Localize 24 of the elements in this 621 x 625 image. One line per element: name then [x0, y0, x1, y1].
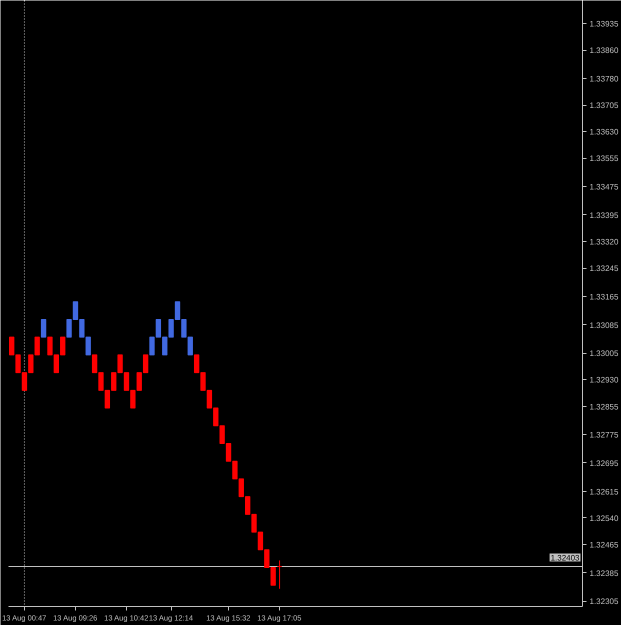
y-tick-label: 1.33475	[590, 182, 619, 192]
y-tick-label: 1.32305	[590, 597, 619, 606]
y-tick-label: 1.32385	[590, 568, 619, 578]
y-tick-label: 1.33630	[590, 128, 619, 137]
y-tick-label: 1.32465	[590, 540, 619, 550]
y-tick-label: 1.32695	[590, 458, 619, 468]
y-tick-label: 1.32540	[590, 514, 619, 523]
ref-line-label: 1.32403	[550, 553, 580, 562]
y-tick-label: 1.33705	[590, 101, 619, 110]
y-tick-label: 1.32930	[590, 376, 619, 385]
y-tick-label: 1.33395	[590, 210, 619, 220]
y-tick-label: 1.33780	[590, 74, 619, 84]
y-tick-label: 1.33935	[590, 20, 619, 29]
y-tick-label: 1.33165	[590, 292, 619, 302]
y-tick-label: 1.33320	[590, 237, 619, 246]
y-tick-label: 1.33245	[590, 264, 619, 274]
y-tick-label: 1.33085	[590, 320, 619, 330]
y-tick-label: 1.33860	[590, 46, 619, 56]
y-tick-label: 1.33555	[590, 154, 619, 164]
y-tick-label: 1.32615	[590, 487, 619, 496]
y-tick-label: 1.32855	[590, 402, 619, 412]
y-tick-label: 1.32775	[590, 430, 619, 440]
candlestick	[40, 318, 46, 338]
y-tick-label: 1.33005	[590, 349, 619, 358]
